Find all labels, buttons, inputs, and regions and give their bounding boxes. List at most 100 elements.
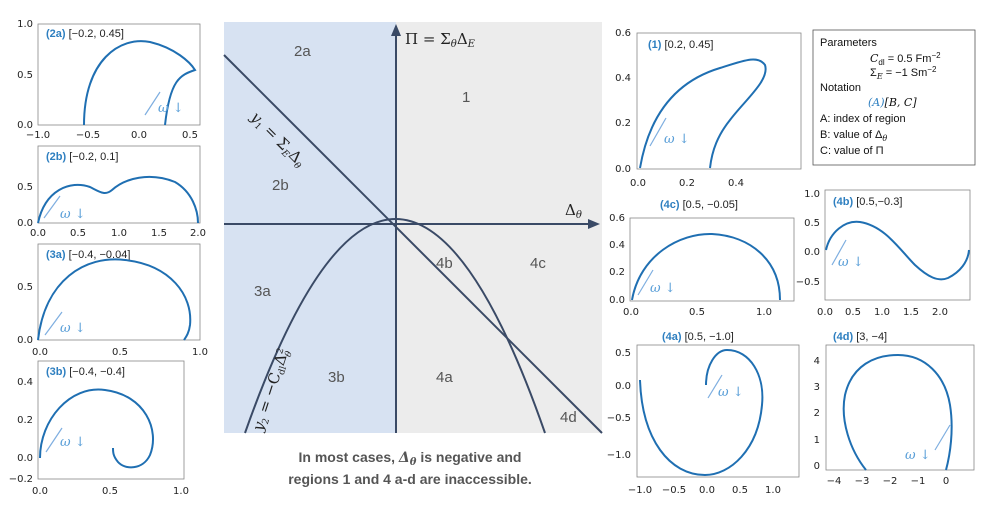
svg-text:0.5: 0.5 — [732, 485, 748, 496]
panel-4b-title: (4b) [0.5,−0.3] — [833, 196, 902, 208]
svg-text:1.0: 1.0 — [874, 307, 890, 318]
notation-c: C: value of Π — [820, 145, 884, 157]
svg-text:1.0: 1.0 — [804, 189, 820, 200]
panel-1-title: (1) [0.2, 0.45] — [648, 39, 713, 51]
panel-2a-omega-arrow — [144, 91, 161, 116]
svg-text:0.5: 0.5 — [845, 307, 861, 318]
panel-2a-curve — [83, 40, 197, 126]
panel-3a-omega-arrow — [44, 311, 63, 336]
svg-text:1.0: 1.0 — [17, 19, 33, 30]
svg-text:0.5: 0.5 — [182, 130, 198, 141]
panel-3b-curve — [39, 388, 154, 469]
svg-text:1.5: 1.5 — [151, 228, 167, 239]
svg-text:0.0: 0.0 — [32, 486, 48, 497]
svg-text:1.0: 1.0 — [111, 228, 127, 239]
region-label-3a: 3a — [254, 283, 271, 300]
note-line-2: regions 1 and 4 a-d are inaccessible. — [288, 471, 532, 487]
delta-axis-label: Δθ — [565, 201, 582, 221]
svg-text:−0.5: −0.5 — [796, 277, 820, 288]
panel-4a: (4a) [0.5, −1.0] ω ↓ −1.0 −0.5 0.0 0.5 1… — [607, 331, 800, 496]
panel-4b-omega-arrow — [831, 239, 847, 266]
panel-1-curve — [639, 58, 767, 169]
delta-axis-arrow — [588, 219, 600, 229]
panel-2b-curve — [37, 175, 199, 224]
panel-2a: (2a) [−0.2, 0.45] ω ↓ −1.0 −0.5 0.0 0.5 … — [17, 19, 201, 141]
panel-3a-curve — [37, 258, 192, 341]
parameters-title: Parameters — [820, 37, 877, 49]
region-diagram: Π = ΣθΔE Δθ 2a 1 2b 3a 3b 4b 4c 4a 4d y1… — [223, 22, 603, 434]
panel-4a-omega-label: ω ↓ — [718, 385, 744, 400]
svg-text:−0.5: −0.5 — [662, 485, 686, 496]
svg-text:−1.0: −1.0 — [607, 450, 631, 461]
svg-text:1.0: 1.0 — [173, 486, 189, 497]
notation-title: Notation — [820, 82, 861, 94]
svg-text:0.2: 0.2 — [679, 178, 695, 189]
svg-text:0.2: 0.2 — [609, 267, 625, 278]
svg-text:0.0: 0.0 — [17, 120, 33, 131]
svg-text:0.5: 0.5 — [102, 486, 118, 497]
region-label-2a: 2a — [294, 43, 311, 60]
svg-text:−3: −3 — [855, 476, 870, 487]
panel-4d-title: (4d) [3, −4] — [833, 331, 887, 343]
svg-text:0.0: 0.0 — [609, 295, 625, 306]
region-label-4d: 4d — [560, 409, 577, 426]
svg-text:0.4: 0.4 — [728, 178, 744, 189]
svg-text:0.6: 0.6 — [615, 28, 631, 39]
notation-b: B: value of Δθ — [820, 129, 887, 143]
negative-delta-region — [224, 22, 396, 433]
panel-4a-omega-arrow — [707, 374, 723, 399]
panel-1-omega-label: ω ↓ — [664, 132, 690, 147]
svg-text:−2: −2 — [883, 476, 898, 487]
svg-text:0.5: 0.5 — [615, 348, 631, 359]
panel-3a-title: (3a) [−0.4, −0.04] — [46, 249, 130, 261]
svg-text:−4: −4 — [827, 476, 842, 487]
svg-text:0.0: 0.0 — [699, 485, 715, 496]
svg-text:0.5: 0.5 — [112, 347, 128, 358]
svg-text:0.0: 0.0 — [804, 247, 820, 258]
region-label-4a: 4a — [436, 369, 453, 386]
parameters-box: Parameters Cdl = 0.5 Fm−2 ΣE = −1 Sm−2 N… — [812, 29, 976, 166]
svg-text:0.4: 0.4 — [609, 240, 625, 251]
svg-text:0.0: 0.0 — [131, 130, 147, 141]
panel-1-omega-arrow — [649, 117, 667, 147]
region-label-3b: 3b — [328, 369, 345, 386]
panel-3b-title: (3b) [−0.4, −0.4] — [46, 366, 125, 378]
panel-2a-omega-label: ω ↓ — [158, 101, 184, 116]
svg-text:0.0: 0.0 — [615, 164, 631, 175]
svg-text:4: 4 — [814, 356, 820, 367]
svg-text:−1.0: −1.0 — [26, 130, 50, 141]
svg-text:1: 1 — [814, 435, 820, 446]
panel-4c-omega-label: ω ↓ — [650, 281, 676, 296]
panel-3a-omega-label: ω ↓ — [60, 321, 86, 336]
svg-text:−1: −1 — [911, 476, 926, 487]
panel-2b-title: (2b) [−0.2, 0.1] — [46, 151, 118, 163]
panel-4c: (4c) [0.5, −0.05] ω ↓ 0.0 0.5 1.0 0.0 0.… — [609, 199, 795, 318]
pi-axis-label: Π = ΣθΔE — [405, 30, 476, 50]
svg-text:0.5: 0.5 — [17, 282, 33, 293]
panel-4a-curve — [639, 348, 764, 477]
svg-text:1.0: 1.0 — [756, 307, 772, 318]
panel-3b: (3b) [−0.4, −0.4] ω ↓ 0.0 0.5 1.0 −0.2 0… — [9, 360, 189, 497]
panel-4d-omega-arrow — [934, 424, 951, 451]
panel-4d: (4d) [3, −4] ω ↓ −4 −3 −2 −1 0 0 1 2 3 4 — [814, 331, 975, 487]
svg-text:0: 0 — [814, 461, 820, 472]
svg-text:1.5: 1.5 — [903, 307, 919, 318]
region-label-1: 1 — [462, 89, 470, 106]
panel-2a-title: (2a) [−0.2, 0.45] — [46, 28, 124, 40]
svg-text:−0.2: −0.2 — [9, 474, 33, 485]
panel-3b-omega-label: ω ↓ — [60, 435, 86, 450]
svg-text:0.4: 0.4 — [615, 73, 631, 84]
svg-text:0.2: 0.2 — [615, 118, 631, 129]
svg-text:2.0: 2.0 — [932, 307, 948, 318]
svg-text:0.5: 0.5 — [17, 70, 33, 81]
svg-text:2.0: 2.0 — [190, 228, 206, 239]
note-text: In most cases, Δθ is negative and region… — [288, 449, 532, 487]
svg-text:0.0: 0.0 — [615, 381, 631, 392]
region-label-2b: 2b — [272, 177, 289, 194]
svg-text:0.0: 0.0 — [17, 335, 33, 346]
svg-text:0.0: 0.0 — [30, 228, 46, 239]
positive-delta-region — [396, 22, 602, 433]
svg-text:−0.5: −0.5 — [607, 413, 631, 424]
svg-text:1.0: 1.0 — [192, 347, 208, 358]
